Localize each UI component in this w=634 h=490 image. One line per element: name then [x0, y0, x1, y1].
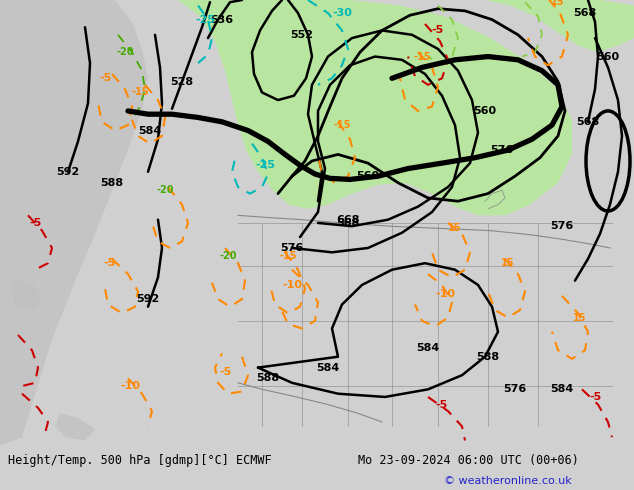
Text: 560: 560	[474, 106, 496, 116]
Text: -10: -10	[120, 381, 140, 391]
Text: -5: -5	[590, 392, 602, 402]
Text: 528: 528	[171, 76, 193, 87]
Text: 588: 588	[100, 178, 124, 188]
Text: -15: -15	[333, 120, 351, 130]
Text: 592: 592	[56, 167, 80, 177]
Text: 576: 576	[280, 243, 304, 253]
Text: -15: -15	[279, 250, 297, 261]
Text: 560: 560	[597, 51, 619, 62]
Text: 576: 576	[503, 384, 527, 394]
Text: -5: -5	[219, 367, 231, 377]
Text: 668: 668	[336, 215, 359, 225]
Polygon shape	[268, 0, 358, 89]
Text: 576: 576	[550, 221, 574, 231]
Polygon shape	[485, 0, 634, 52]
Text: 576: 576	[490, 145, 514, 155]
Text: 15: 15	[551, 0, 565, 7]
Text: -10: -10	[282, 280, 302, 290]
Text: -20: -20	[219, 250, 236, 261]
Text: -5: -5	[29, 218, 41, 228]
Text: 560: 560	[356, 171, 380, 181]
Text: 552: 552	[290, 30, 313, 40]
Text: -5: -5	[99, 74, 111, 83]
Text: 584: 584	[417, 343, 439, 353]
Text: -10: -10	[435, 289, 455, 298]
Polygon shape	[155, 0, 572, 215]
Text: 584: 584	[550, 384, 574, 394]
Text: Height/Temp. 500 hPa [gdmp][°C] ECMWF: Height/Temp. 500 hPa [gdmp][°C] ECMWF	[8, 454, 271, 467]
Text: 568: 568	[337, 218, 359, 228]
Text: 584: 584	[316, 363, 340, 372]
Polygon shape	[0, 0, 148, 446]
Text: -15: -15	[413, 51, 430, 62]
Text: 15: 15	[573, 313, 586, 322]
Text: -5: -5	[104, 258, 116, 268]
Text: 592: 592	[136, 294, 160, 304]
Text: -5: -5	[432, 25, 444, 35]
Text: 588: 588	[256, 373, 280, 384]
Text: 568: 568	[573, 8, 597, 18]
Text: 568: 568	[576, 117, 600, 127]
Text: -20: -20	[116, 47, 134, 57]
Polygon shape	[55, 413, 95, 441]
Text: -5: -5	[436, 399, 448, 410]
Text: Mo 23-09-2024 06:00 UTC (00+06): Mo 23-09-2024 06:00 UTC (00+06)	[358, 454, 579, 467]
Text: 584: 584	[138, 125, 162, 136]
Text: 15: 15	[501, 258, 515, 268]
Text: -20: -20	[156, 185, 174, 196]
Text: 15: 15	[448, 223, 462, 233]
Text: -15: -15	[131, 87, 149, 98]
Polygon shape	[12, 277, 42, 310]
Text: -30: -30	[332, 8, 352, 18]
Text: 588: 588	[476, 352, 500, 362]
Text: -25: -25	[255, 160, 275, 171]
Text: -25: -25	[195, 15, 215, 24]
Text: © weatheronline.co.uk: © weatheronline.co.uk	[444, 476, 571, 486]
Text: 536: 536	[210, 15, 233, 24]
